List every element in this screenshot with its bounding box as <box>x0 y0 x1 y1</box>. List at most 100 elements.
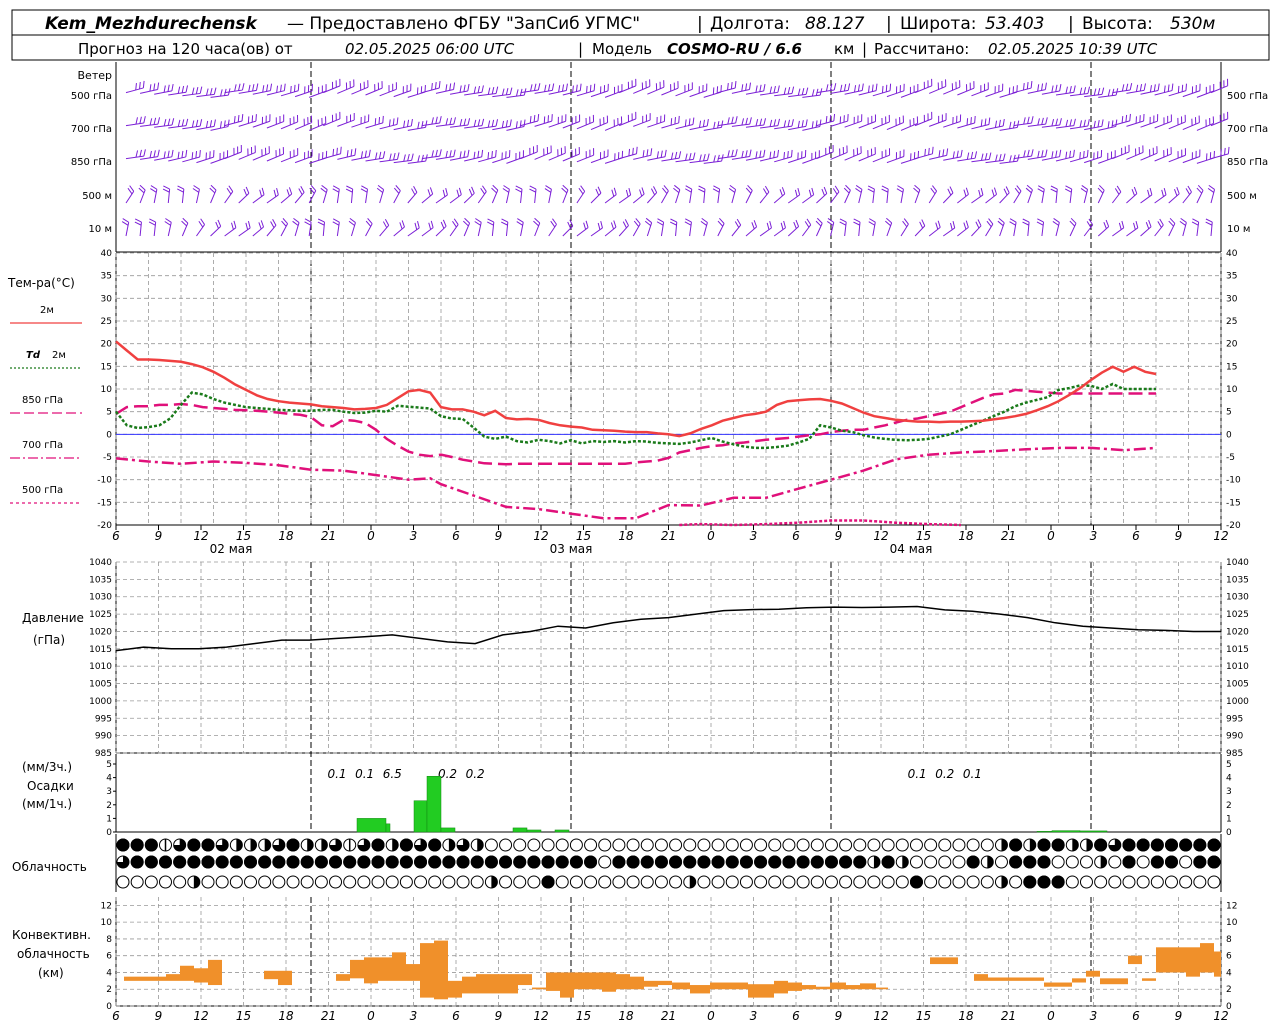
cloud-symbol <box>1137 856 1149 868</box>
conv-bar <box>1186 947 1200 976</box>
wind-barb-feather <box>822 189 825 196</box>
cloud-fill-full <box>726 856 738 868</box>
wind-barb-staff <box>408 228 419 236</box>
wind-barb-feather <box>685 119 686 126</box>
wind-barb-staff <box>788 94 806 96</box>
conv-bar <box>710 983 748 990</box>
wind-barb-feather <box>633 148 634 155</box>
wind-barb-staff <box>718 123 736 126</box>
wind-barb-staff <box>831 121 848 126</box>
wind-barb-feather <box>1010 219 1016 223</box>
cloud-fill-half <box>307 839 313 851</box>
wind-barb-feather <box>192 120 193 127</box>
cloud-fill-full <box>797 856 809 868</box>
conv-bar <box>1072 978 1086 982</box>
wind-barb-staff <box>676 124 693 128</box>
wind-barb-staff <box>295 123 312 130</box>
wind-barb-feather <box>833 188 837 194</box>
lat-label: Широта: <box>900 14 976 34</box>
cloud-fill-full <box>188 856 200 868</box>
wind-barb-feather <box>1070 119 1072 126</box>
wind-barb-staff <box>887 189 888 203</box>
wind-barb-feather <box>1052 86 1053 93</box>
cloud-symbol <box>386 876 398 888</box>
wind-barb-feather <box>1051 189 1057 192</box>
wind-barb-feather <box>347 150 348 157</box>
wind-barb-feather <box>1080 88 1082 95</box>
wind-barb-feather <box>234 116 235 123</box>
wind-barb-feather <box>971 117 972 124</box>
wind-barb-staff <box>492 126 510 129</box>
wind-barb-staff <box>591 123 608 130</box>
wind-barb-staff <box>986 194 997 203</box>
wind-barb-staff <box>337 86 354 93</box>
wind-barb-feather <box>503 189 509 193</box>
wind-barb-feather <box>953 221 955 228</box>
separator: | <box>862 40 867 58</box>
temp-tick-left: 10 <box>101 385 113 395</box>
wind-barb-staff <box>661 123 678 128</box>
cloud-symbol <box>429 876 441 888</box>
conv-bar <box>336 974 350 981</box>
wind-barb-staff <box>929 86 946 93</box>
wind-barb-feather <box>869 86 870 93</box>
cloud-fill-full <box>910 876 922 888</box>
cloud-symbol <box>981 876 993 888</box>
cloud-symbol <box>712 839 724 851</box>
conv-bar <box>124 977 166 981</box>
wind-barb-feather <box>378 185 384 189</box>
conv-bar <box>364 957 378 983</box>
wind-barb-feather <box>474 87 475 94</box>
wind-barb-staff <box>605 195 616 203</box>
conv-bar <box>1002 977 1044 980</box>
wind-barb-feather <box>1098 88 1100 95</box>
separator: | <box>578 40 583 58</box>
wind-barb-staff <box>1169 194 1180 203</box>
cloud-fill-full <box>358 856 370 868</box>
wind-barb-feather <box>400 222 402 229</box>
cloud-fill-full <box>1038 856 1050 868</box>
temp-time-label: 12 <box>533 529 548 543</box>
wind-barb-feather <box>414 186 417 192</box>
wind-barb-feather <box>246 187 249 193</box>
wind-barb-feather <box>580 84 581 91</box>
temp-tick-right: 30 <box>1226 294 1238 304</box>
wind-barb-staff <box>450 225 458 236</box>
wind-barb-staff <box>436 124 454 126</box>
wind-barb-feather <box>446 151 447 158</box>
conv-bar <box>264 971 278 979</box>
cloud-fill-full <box>1194 856 1206 868</box>
wind-barb-staff <box>831 192 839 203</box>
wind-barb-feather <box>270 84 271 91</box>
temp-tick-right: 40 <box>1226 249 1238 259</box>
wind-barb-feather <box>164 151 165 158</box>
forecast-time: 02.05.2025 06:00 UTC <box>345 40 515 58</box>
wind-barb-staff <box>1169 91 1186 96</box>
cloud-symbol <box>1109 856 1121 868</box>
temp-tick-left: 0 <box>106 430 112 440</box>
wind-barb-staff <box>816 223 822 236</box>
wind-barb-feather <box>802 88 804 95</box>
wind-barb-feather <box>1051 186 1057 189</box>
wind-barb-staff <box>859 121 876 128</box>
wind-barb-feather <box>994 188 996 195</box>
wind-barb-staff <box>1141 90 1159 94</box>
wind-barb-staff <box>323 222 324 236</box>
wind-barb-feather <box>637 147 638 154</box>
wind-barb-staff <box>619 226 628 236</box>
wind-barb-staff <box>1112 228 1123 236</box>
temp-time-label: 9 <box>155 529 163 543</box>
wind-barb-feather <box>1056 85 1057 92</box>
conv-bar <box>816 987 830 990</box>
conv-bar <box>690 985 710 993</box>
wind-barb-staff <box>647 121 664 127</box>
wind-barb-feather <box>238 115 239 122</box>
wind-barb-feather <box>812 89 814 96</box>
wind-barb-feather <box>210 120 211 127</box>
cloud-symbol <box>599 839 611 851</box>
wind-barb-feather <box>566 84 567 91</box>
wind-barb-staff <box>831 90 849 93</box>
pressure-tick-right: 1000 <box>1226 697 1249 707</box>
wind-barb-feather <box>182 86 183 93</box>
